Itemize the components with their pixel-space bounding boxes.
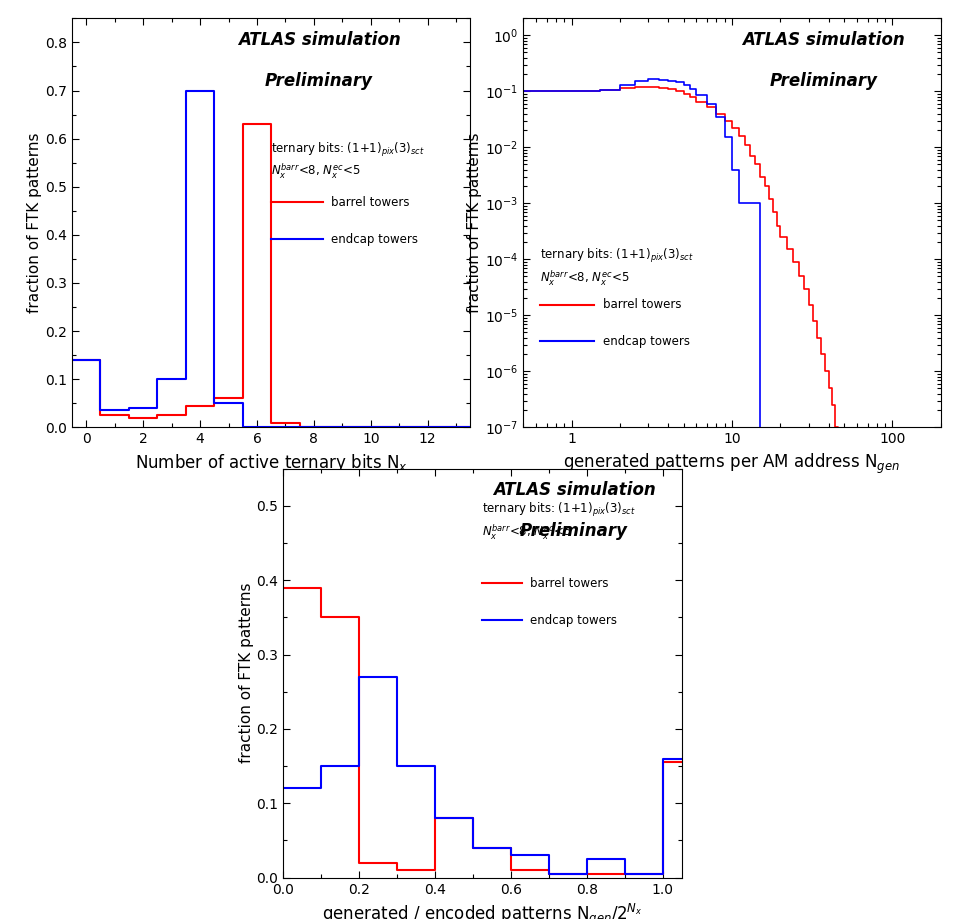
Y-axis label: fraction of FTK patterns: fraction of FTK patterns	[239, 583, 253, 764]
Text: ternary bits: (1+1)$_{pix}$(3)$_{sct}$
$N_x^{barr}$<8, $N_x^{ec}$<5: ternary bits: (1+1)$_{pix}$(3)$_{sct}$ $…	[540, 247, 694, 288]
Text: ternary bits: (1+1)$_{pix}$(3)$_{sct}$
$N_x^{barr}$<8, $N_x^{ec}$<5: ternary bits: (1+1)$_{pix}$(3)$_{sct}$ $…	[271, 141, 425, 181]
Text: Preliminary: Preliminary	[770, 72, 877, 89]
Text: ATLAS simulation: ATLAS simulation	[742, 30, 905, 49]
Text: Preliminary: Preliminary	[265, 72, 373, 89]
Text: ATLAS simulation: ATLAS simulation	[238, 30, 400, 49]
Text: Preliminary: Preliminary	[520, 522, 628, 539]
X-axis label: generated patterns per AM address N$_{gen}$: generated patterns per AM address N$_{ge…	[564, 452, 900, 476]
Text: barrel towers: barrel towers	[603, 298, 681, 312]
Text: endcap towers: endcap towers	[530, 614, 617, 627]
Y-axis label: fraction of FTK patterns: fraction of FTK patterns	[28, 132, 42, 313]
Text: ATLAS simulation: ATLAS simulation	[492, 481, 656, 499]
X-axis label: generated / encoded patterns N$_{gen}$/2$^{N_x}$: generated / encoded patterns N$_{gen}$/2…	[323, 902, 642, 919]
Text: endcap towers: endcap towers	[331, 233, 418, 245]
Y-axis label: fraction of FTK patterns: fraction of FTK patterns	[468, 132, 482, 313]
Text: barrel towers: barrel towers	[331, 196, 410, 209]
Text: endcap towers: endcap towers	[603, 335, 689, 348]
Text: barrel towers: barrel towers	[530, 577, 609, 590]
Text: ternary bits: (1+1)$_{pix}$(3)$_{sct}$
$N_x^{barr}$<8, $N_x^{ec}$<5: ternary bits: (1+1)$_{pix}$(3)$_{sct}$ $…	[482, 502, 636, 541]
X-axis label: Number of active ternary bits N$_x$: Number of active ternary bits N$_x$	[134, 452, 408, 474]
